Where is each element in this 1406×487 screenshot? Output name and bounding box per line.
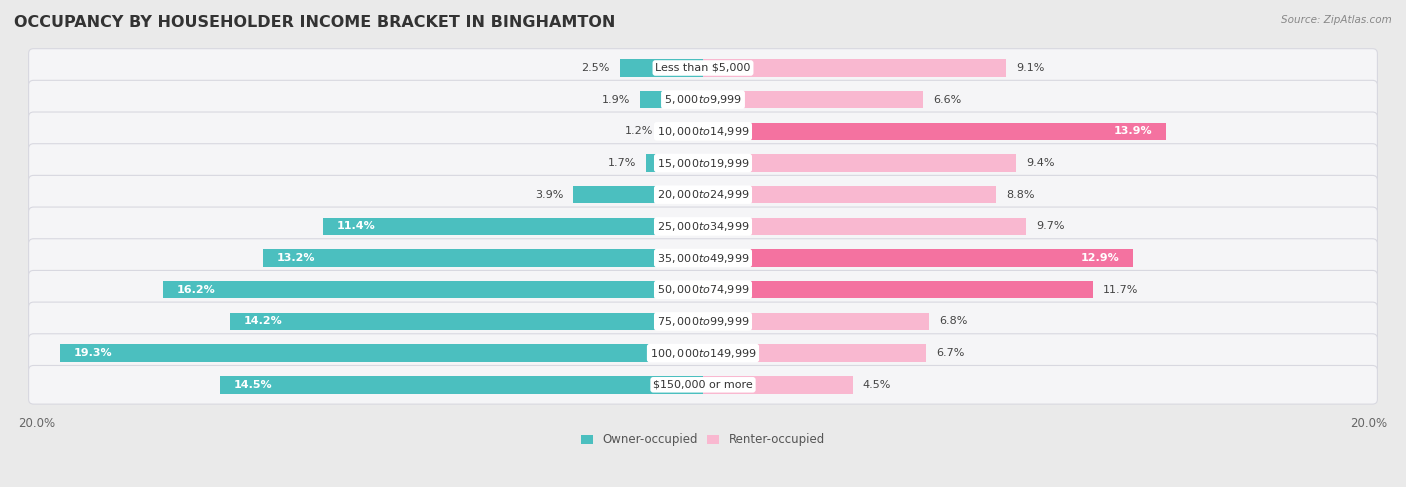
FancyBboxPatch shape: [28, 302, 1378, 341]
Text: 1.7%: 1.7%: [607, 158, 637, 168]
Text: 11.4%: 11.4%: [336, 222, 375, 231]
FancyBboxPatch shape: [28, 365, 1378, 404]
Text: 14.5%: 14.5%: [233, 380, 271, 390]
Bar: [703, 313, 929, 330]
Bar: [703, 59, 1007, 76]
Text: Source: ZipAtlas.com: Source: ZipAtlas.com: [1281, 15, 1392, 25]
FancyBboxPatch shape: [28, 239, 1378, 278]
FancyBboxPatch shape: [28, 270, 1378, 309]
Text: 3.9%: 3.9%: [534, 190, 564, 200]
Text: $100,000 to $149,999: $100,000 to $149,999: [650, 347, 756, 359]
Text: $35,000 to $49,999: $35,000 to $49,999: [657, 252, 749, 264]
Bar: [703, 218, 1026, 235]
Bar: [703, 123, 1166, 140]
Text: 13.9%: 13.9%: [1114, 126, 1153, 136]
Text: 2.5%: 2.5%: [581, 63, 610, 73]
Bar: [664, 123, 703, 140]
Text: $20,000 to $24,999: $20,000 to $24,999: [657, 188, 749, 201]
Bar: [703, 344, 927, 362]
Bar: [574, 186, 703, 204]
Text: $150,000 or more: $150,000 or more: [654, 380, 752, 390]
FancyBboxPatch shape: [28, 112, 1378, 150]
Legend: Owner-occupied, Renter-occupied: Owner-occupied, Renter-occupied: [581, 433, 825, 447]
Bar: [703, 281, 1092, 299]
Bar: [703, 91, 922, 109]
Bar: [703, 186, 995, 204]
FancyBboxPatch shape: [28, 334, 1378, 373]
Text: $75,000 to $99,999: $75,000 to $99,999: [657, 315, 749, 328]
FancyBboxPatch shape: [28, 144, 1378, 182]
FancyBboxPatch shape: [28, 49, 1378, 87]
FancyBboxPatch shape: [28, 80, 1378, 119]
Text: 9.7%: 9.7%: [1036, 222, 1064, 231]
Text: 1.2%: 1.2%: [624, 126, 652, 136]
Bar: [703, 249, 1133, 267]
Bar: [231, 313, 703, 330]
Text: 9.4%: 9.4%: [1026, 158, 1054, 168]
Text: 6.7%: 6.7%: [936, 348, 965, 358]
Text: 8.8%: 8.8%: [1007, 190, 1035, 200]
Text: $5,000 to $9,999: $5,000 to $9,999: [664, 93, 742, 106]
Text: 13.2%: 13.2%: [277, 253, 315, 263]
Bar: [163, 281, 703, 299]
Text: 9.1%: 9.1%: [1017, 63, 1045, 73]
Bar: [263, 249, 703, 267]
FancyBboxPatch shape: [28, 175, 1378, 214]
Text: 14.2%: 14.2%: [243, 317, 283, 326]
Text: 11.7%: 11.7%: [1102, 285, 1137, 295]
Bar: [647, 154, 703, 172]
Bar: [620, 59, 703, 76]
Text: Less than $5,000: Less than $5,000: [655, 63, 751, 73]
Text: 16.2%: 16.2%: [177, 285, 215, 295]
Bar: [703, 376, 853, 393]
FancyBboxPatch shape: [28, 207, 1378, 246]
Text: 4.5%: 4.5%: [863, 380, 891, 390]
Bar: [323, 218, 703, 235]
Text: 1.9%: 1.9%: [602, 94, 630, 105]
Text: $50,000 to $74,999: $50,000 to $74,999: [657, 283, 749, 296]
Text: OCCUPANCY BY HOUSEHOLDER INCOME BRACKET IN BINGHAMTON: OCCUPANCY BY HOUSEHOLDER INCOME BRACKET …: [14, 15, 616, 30]
Bar: [640, 91, 703, 109]
Text: 6.6%: 6.6%: [932, 94, 962, 105]
Bar: [703, 154, 1017, 172]
Text: 19.3%: 19.3%: [73, 348, 112, 358]
Text: $25,000 to $34,999: $25,000 to $34,999: [657, 220, 749, 233]
Bar: [60, 344, 703, 362]
Text: $15,000 to $19,999: $15,000 to $19,999: [657, 156, 749, 169]
Text: $10,000 to $14,999: $10,000 to $14,999: [657, 125, 749, 138]
Text: 6.8%: 6.8%: [939, 317, 967, 326]
Bar: [221, 376, 703, 393]
Text: 12.9%: 12.9%: [1081, 253, 1119, 263]
